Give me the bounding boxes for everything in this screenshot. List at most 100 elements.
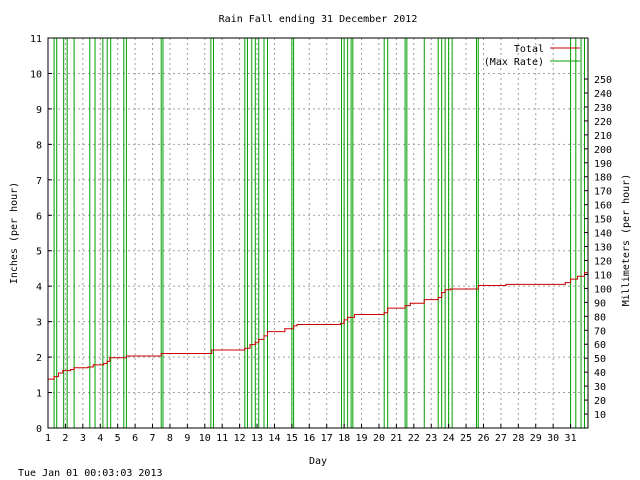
total-point — [109, 357, 111, 359]
total-point — [160, 352, 162, 355]
x-tick-label: 9 — [184, 433, 190, 444]
x-tick-label: 17 — [321, 433, 333, 444]
y-right-tick-label: 230 — [594, 103, 612, 114]
x-tick-label: 15 — [286, 433, 298, 444]
x-tick-label: 19 — [356, 433, 368, 444]
total-point — [569, 278, 572, 280]
x-tick-label: 6 — [132, 433, 138, 444]
total-point — [125, 355, 127, 357]
y-right-tick-label: 10 — [594, 410, 606, 421]
y-right-tick-label: 60 — [594, 340, 606, 351]
max-rate-series — [53, 38, 586, 428]
total-point — [103, 362, 105, 365]
y-right-tick-label: 240 — [594, 89, 612, 100]
x-tick-label: 2 — [62, 433, 68, 444]
y-left-tick-label: 7 — [36, 176, 42, 187]
y-left-tick-label: 2 — [36, 353, 42, 364]
x-tick-label: 21 — [390, 433, 402, 444]
y-left-tick-label: 9 — [36, 105, 42, 116]
total-point — [293, 325, 295, 327]
x-tick-label: 26 — [477, 433, 489, 444]
x-tick-label: 20 — [373, 433, 385, 444]
total-point — [576, 275, 579, 277]
x-tick-label: 1 — [45, 433, 51, 444]
y-left-tick-layer: 0 1 2 3 4 5 6 7 8 9 10 11 — [30, 34, 52, 435]
total-point — [444, 289, 446, 291]
x-tick-label: 3 — [80, 433, 86, 444]
total-point — [106, 360, 108, 362]
total-point — [437, 296, 439, 299]
y-right-tick-label: 130 — [594, 243, 612, 254]
y-right-tick-label: 150 — [594, 215, 612, 226]
total-point — [263, 335, 265, 337]
legend-label-total: Total — [514, 44, 544, 55]
total-point — [505, 283, 507, 286]
x-tick-label: 14 — [268, 433, 280, 444]
total-point — [383, 312, 385, 314]
y-left-tick-label: 4 — [36, 282, 42, 293]
total-point — [87, 366, 89, 368]
y-right-tick-label: 100 — [594, 284, 612, 295]
x-tick-label: 31 — [565, 433, 577, 444]
y-right-tick-label: 30 — [594, 382, 606, 393]
total-point — [244, 347, 246, 349]
y-right-tick-label: 210 — [594, 131, 612, 142]
total-line — [48, 272, 589, 380]
y-right-tick-label: 120 — [594, 256, 612, 267]
total-point — [564, 282, 566, 284]
total-point — [62, 369, 64, 372]
y-right-tick-layer: 10 20 30 40 50 60 70 80 90 100 110 120 130 140 150 160 1… — [584, 75, 612, 421]
y-left-tick-label: 0 — [36, 424, 42, 435]
x-axis-label: Day — [309, 456, 327, 467]
total-point — [441, 291, 443, 294]
total-point — [343, 319, 345, 321]
x-tick-label: 13 — [251, 433, 263, 444]
y-right-tick-label: 140 — [594, 229, 612, 240]
total-point — [92, 364, 94, 366]
x-tick-label: 12 — [234, 433, 246, 444]
total-point — [387, 307, 389, 309]
y-right-tick-label: 220 — [594, 117, 612, 128]
y-right-tick-label: 180 — [594, 173, 612, 184]
y-left-tick-label: 6 — [36, 211, 42, 222]
y-right-tick-label: 70 — [594, 326, 606, 337]
x-tick-label: 30 — [547, 433, 559, 444]
total-point — [404, 305, 406, 307]
y-left-tick-label: 3 — [36, 318, 42, 329]
x-tick-label: 11 — [216, 433, 228, 444]
x-tick-label: 10 — [199, 433, 211, 444]
y-right-tick-label: 90 — [594, 298, 606, 309]
total-point — [353, 313, 356, 316]
x-tick-label: 8 — [167, 433, 173, 444]
x-tick-label: 23 — [425, 433, 437, 444]
total-point — [583, 272, 586, 274]
total-point — [409, 302, 411, 304]
total-point — [266, 330, 269, 333]
total-point — [211, 349, 213, 351]
y-right-tick-label: 80 — [594, 312, 606, 323]
legend-label-max-rate: (Max Rate) — [484, 57, 544, 68]
x-tick-label: 7 — [150, 433, 156, 444]
x-tick-label: 29 — [530, 433, 542, 444]
total-point — [53, 375, 55, 378]
total-point — [347, 316, 349, 318]
total-point — [423, 299, 425, 301]
x-tick-label: 4 — [97, 433, 103, 444]
total-point — [73, 367, 75, 369]
grid-layer — [48, 38, 588, 428]
y-right-tick-label: 160 — [594, 201, 612, 212]
y-left-tick-label: 10 — [30, 69, 42, 80]
x-tick-label: 24 — [443, 433, 455, 444]
x-tick-layer: 1 2 3 4 5 6 7 8 9 10 11 12 13 14 15 16 17 18 19 20 21 22 23 24 2… — [45, 424, 577, 444]
total-point — [449, 288, 451, 290]
y-right-tick-label: 250 — [594, 75, 612, 86]
total-point — [254, 341, 256, 343]
total-series — [47, 271, 589, 380]
y-left-axis-label: Inches (per hour) — [9, 182, 20, 284]
total-point — [284, 328, 286, 330]
x-tick-label: 16 — [303, 433, 315, 444]
y-right-tick-label: 170 — [594, 187, 612, 198]
y-right-tick-label: 50 — [594, 354, 606, 365]
x-tick-label: 25 — [460, 433, 472, 444]
